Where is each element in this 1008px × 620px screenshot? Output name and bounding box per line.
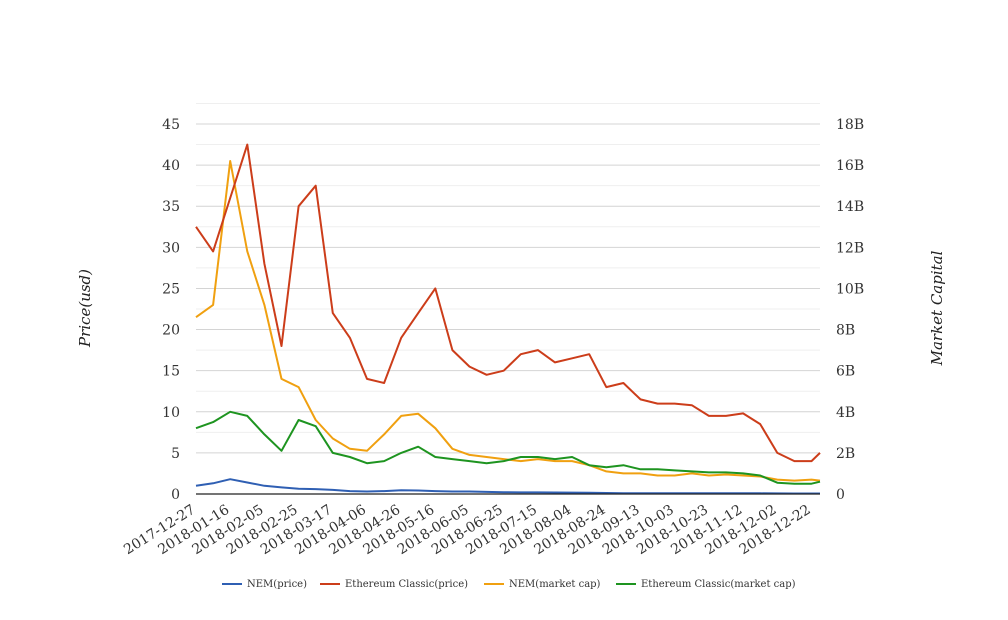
right-y-axis: 0 2B 4B 6B 8B 10B 12B 14B 16B 18B [836, 117, 864, 503]
left-tick-label: 25 [162, 281, 180, 297]
series-lines [195, 143, 821, 495]
right-tick-label: 4B [836, 405, 855, 421]
series-line-0 [195, 478, 820, 495]
legend-label: NEM(price) [247, 579, 307, 590]
left-axis-title: Price(usd) [76, 269, 94, 348]
right-tick-label: 16B [836, 158, 864, 174]
left-tick-label: 30 [162, 240, 180, 256]
left-y-axis: 0 5 10 15 20 25 30 35 40 45 [162, 117, 180, 503]
right-tick-label: 2B [836, 446, 855, 462]
left-tick-label: 10 [162, 405, 180, 421]
series-line-1 [195, 143, 821, 463]
left-tick-label: 35 [162, 199, 180, 215]
right-tick-label: 8B [836, 323, 855, 339]
right-tick-label: 0 [836, 487, 845, 503]
right-tick-label: 10B [836, 281, 864, 297]
legend-label: Ethereum Classic(market cap) [641, 579, 796, 590]
left-tick-label: 5 [171, 446, 180, 462]
legend-label: Ethereum Classic(price) [345, 579, 468, 590]
x-axis: 2017-12-272018-01-162018-02-052018-02-25… [121, 502, 813, 558]
right-axis-title: Market Capital [928, 250, 946, 366]
left-tick-label: 0 [171, 487, 180, 503]
left-tick-label: 15 [162, 364, 180, 380]
gridlines [196, 102, 820, 454]
right-tick-label: 18B [836, 117, 864, 133]
right-tick-label: 6B [836, 364, 855, 380]
right-tick-label: 14B [836, 199, 864, 215]
series-line-2 [195, 160, 821, 482]
series-line-3 [195, 410, 821, 485]
right-tick-label: 12B [836, 240, 864, 256]
left-tick-label: 45 [162, 117, 180, 133]
legend-label: NEM(market cap) [509, 579, 601, 590]
left-tick-label: 40 [162, 158, 180, 174]
legend: NEM(price) Ethereum Classic(price) NEM(mar… [222, 579, 796, 590]
left-tick-label: 20 [162, 323, 180, 339]
